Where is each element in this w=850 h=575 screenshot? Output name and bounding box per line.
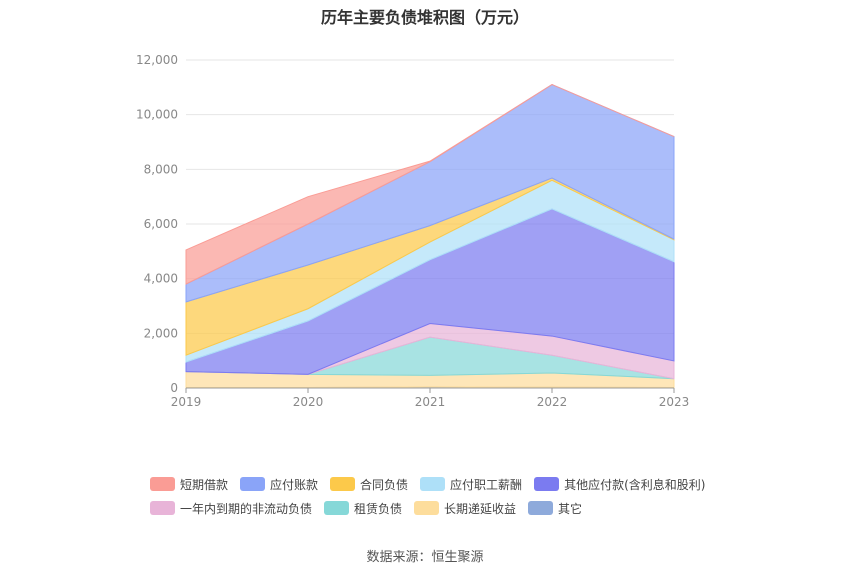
legend-swatch (324, 501, 350, 515)
legend-label: 长期递延收益 (444, 501, 517, 516)
legend-row: 一年内到期的非流动负债 租赁负债 长期递延收益 其它 (150, 496, 750, 520)
x-tick-label: 2023 (659, 395, 690, 409)
legend-label: 其它 (558, 501, 583, 516)
legend-swatch (420, 477, 446, 491)
source-note: 数据来源：恒生聚源 (366, 550, 484, 565)
legend-label: 应付职工薪酬 (450, 477, 523, 492)
legend-item[interactable]: 短期借款 (150, 476, 228, 493)
y-tick-label: 10,000 (136, 108, 178, 122)
x-tick-label: 2021 (415, 395, 446, 409)
legend-item[interactable]: 一年内到期的非流动负债 (150, 500, 312, 517)
legend-swatch (534, 477, 560, 491)
y-tick-label: 8,000 (144, 162, 178, 176)
y-tick-label: 4,000 (144, 272, 178, 286)
legend-swatch (330, 477, 356, 491)
legend-item[interactable]: 合同负债 (330, 476, 408, 493)
chart-title: 历年主要负债堆积图（万元） (320, 8, 529, 27)
legend-swatch (150, 501, 175, 515)
legend-item[interactable]: 其他应付款(含利息和股利) (534, 476, 705, 493)
y-tick-label: 0 (170, 381, 178, 395)
legend-swatch (414, 501, 440, 515)
legend-label: 合同负债 (360, 477, 409, 492)
legend: 短期借款 应付账款 合同负债 应付职工薪酬 其他应付款(含利息和股利) 一年内到期的非流动… (150, 472, 750, 520)
x-tick-label: 2019 (171, 395, 202, 409)
legend-item[interactable]: 长期递延收益 (414, 500, 516, 517)
y-tick-label: 12,000 (136, 53, 178, 67)
y-tick-label: 6,000 (144, 217, 178, 231)
legend-swatch (528, 501, 554, 515)
legend-label: 短期借款 (180, 477, 229, 492)
legend-item[interactable]: 其它 (528, 500, 582, 517)
y-tick-label: 2,000 (144, 326, 178, 340)
legend-label: 租赁负债 (354, 501, 403, 516)
legend-label: 应付账款 (270, 477, 319, 492)
legend-label: 一年内到期的非流动负债 (180, 501, 313, 516)
legend-swatch (240, 477, 266, 491)
axes: 0 2,000 4,000 6,000 8,000 10,000 12,000 2019 202… (136, 53, 689, 409)
x-tick-label: 2022 (537, 395, 568, 409)
legend-row: 短期借款 应付账款 合同负债 应付职工薪酬 其他应付款(含利息和股利) (150, 472, 750, 496)
legend-item[interactable]: 应付职工薪酬 (420, 476, 522, 493)
x-tick-label: 2020 (293, 395, 324, 409)
legend-item[interactable]: 应付账款 (240, 476, 318, 493)
legend-label: 其他应付款(含利息和股利) (564, 477, 706, 492)
legend-swatch (150, 477, 175, 491)
area-series-短期借款 (185, 84, 675, 285)
area-series-layer (185, 84, 675, 389)
legend-item[interactable]: 租赁负债 (324, 500, 402, 517)
